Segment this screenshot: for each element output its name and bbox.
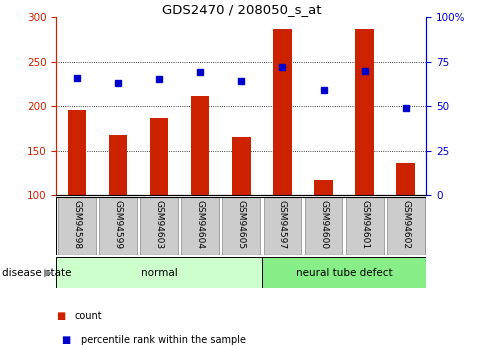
- Text: GSM94597: GSM94597: [278, 199, 287, 249]
- Bar: [273, 29, 292, 195]
- Text: GSM94602: GSM94602: [401, 199, 410, 249]
- Text: GSM94605: GSM94605: [237, 199, 246, 249]
- Bar: [56, 257, 262, 288]
- Bar: [232, 137, 250, 195]
- Bar: [222, 197, 260, 255]
- Text: ■: ■: [61, 335, 71, 345]
- Bar: [181, 197, 219, 255]
- Bar: [191, 96, 209, 195]
- Text: GSM94603: GSM94603: [155, 199, 164, 249]
- Bar: [99, 197, 137, 255]
- Text: GSM94599: GSM94599: [114, 199, 122, 249]
- Bar: [396, 163, 415, 195]
- Text: GSM94600: GSM94600: [319, 199, 328, 249]
- Text: percentile rank within the sample: percentile rank within the sample: [81, 335, 246, 345]
- Title: GDS2470 / 208050_s_at: GDS2470 / 208050_s_at: [162, 3, 321, 16]
- Text: ■: ■: [56, 311, 66, 321]
- Text: GSM94598: GSM94598: [73, 199, 81, 249]
- Text: neural tube defect: neural tube defect: [296, 268, 392, 277]
- Bar: [150, 118, 169, 195]
- Bar: [346, 197, 384, 255]
- Bar: [314, 180, 333, 195]
- Text: GSM94604: GSM94604: [196, 199, 205, 249]
- Text: disease state: disease state: [2, 268, 72, 277]
- Bar: [264, 197, 301, 255]
- Text: count: count: [75, 311, 102, 321]
- Bar: [140, 197, 178, 255]
- Text: normal: normal: [141, 268, 177, 277]
- Bar: [387, 197, 425, 255]
- Bar: [68, 110, 86, 195]
- Bar: [109, 135, 127, 195]
- Bar: [262, 257, 426, 288]
- Bar: [58, 197, 96, 255]
- Text: GSM94601: GSM94601: [360, 199, 369, 249]
- Text: ▶: ▶: [44, 268, 52, 277]
- Bar: [355, 29, 374, 195]
- Bar: [305, 197, 343, 255]
